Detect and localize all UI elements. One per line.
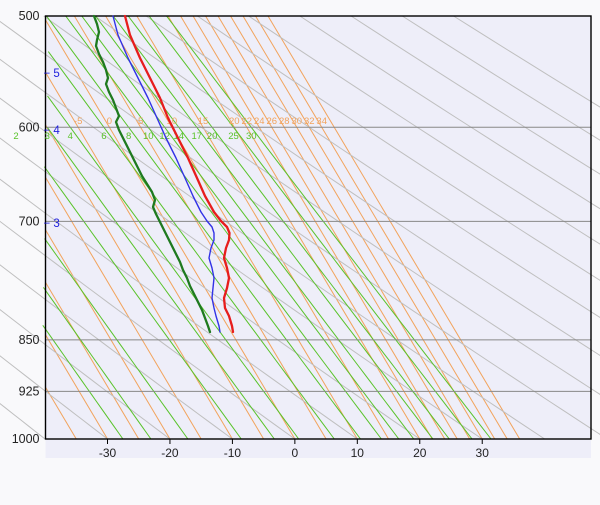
svg-text:-20: -20 [161, 446, 179, 460]
svg-text:10: 10 [143, 131, 154, 142]
svg-text:10: 10 [351, 446, 365, 460]
svg-text:25: 25 [228, 131, 239, 142]
svg-text:15: 15 [198, 116, 209, 127]
svg-text:2: 2 [13, 131, 18, 142]
svg-text:− 5: − 5 [44, 68, 60, 80]
svg-text:26: 26 [266, 116, 277, 127]
svg-text:4: 4 [68, 131, 73, 142]
svg-text:3: 3 [45, 131, 50, 142]
svg-text:30: 30 [246, 131, 257, 142]
svg-text:32: 32 [304, 116, 315, 127]
svg-text:8: 8 [126, 131, 131, 142]
svg-text:0: 0 [107, 116, 112, 127]
svg-text:24: 24 [254, 116, 265, 127]
svg-text:28: 28 [279, 116, 290, 127]
svg-text:-30: -30 [99, 446, 117, 460]
svg-text:34: 34 [316, 116, 327, 127]
svg-text:850: 850 [19, 333, 40, 347]
svg-text:30: 30 [291, 116, 302, 127]
svg-text:17: 17 [191, 131, 202, 142]
svg-text:-5: -5 [74, 116, 82, 127]
svg-text:1000: 1000 [12, 432, 40, 446]
svg-text:5: 5 [138, 116, 143, 127]
svg-text:30: 30 [476, 446, 490, 460]
svg-text:925: 925 [19, 384, 40, 398]
svg-text:22: 22 [241, 116, 252, 127]
svg-text:− 3: − 3 [44, 218, 60, 230]
svg-text:600: 600 [19, 120, 40, 134]
svg-text:20: 20 [229, 116, 240, 127]
svg-text:700: 700 [19, 214, 40, 228]
svg-text:0: 0 [292, 446, 299, 460]
svg-text:20: 20 [207, 131, 218, 142]
svg-text:6: 6 [101, 131, 106, 142]
svg-text:20: 20 [413, 446, 427, 460]
svg-text:-10: -10 [224, 446, 242, 460]
svg-text:500: 500 [19, 9, 40, 23]
